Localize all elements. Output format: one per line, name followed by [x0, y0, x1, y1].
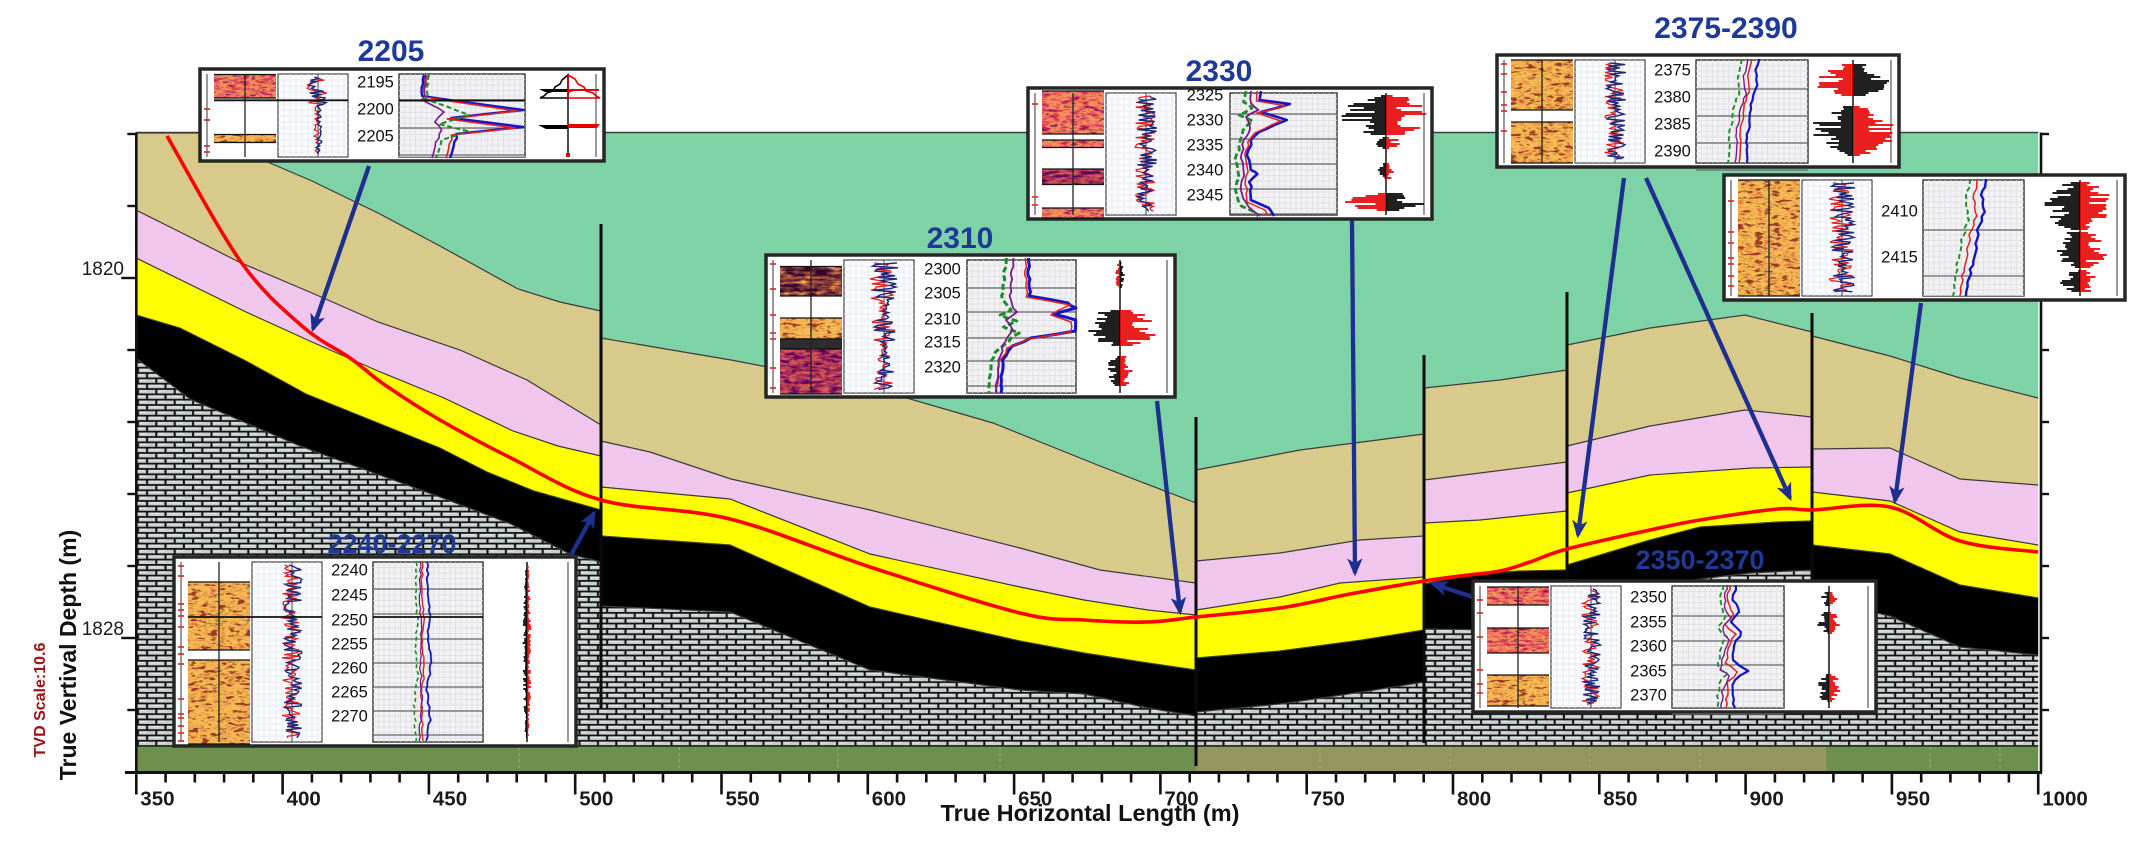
svg-text:1820: 1820 [82, 259, 124, 280]
svg-text:2320: 2320 [924, 359, 961, 377]
svg-text:2270: 2270 [331, 708, 368, 726]
svg-text:1828: 1828 [82, 619, 124, 640]
svg-text:800: 800 [1457, 788, 1491, 811]
svg-text:2250: 2250 [331, 612, 368, 630]
svg-text:2365: 2365 [1630, 663, 1667, 681]
svg-text:2345: 2345 [1187, 187, 1224, 205]
svg-text:550: 550 [726, 788, 760, 811]
svg-text:2195: 2195 [357, 74, 394, 92]
svg-text:2200: 2200 [357, 101, 394, 119]
svg-text:950: 950 [1896, 788, 1930, 811]
svg-text:2390: 2390 [1654, 143, 1691, 161]
svg-text:1000: 1000 [2042, 788, 2088, 811]
svg-text:400: 400 [287, 788, 321, 811]
svg-text:2355: 2355 [1630, 614, 1667, 632]
svg-text:2325: 2325 [1187, 87, 1224, 105]
svg-text:700: 700 [1164, 788, 1198, 811]
svg-text:2375-2390: 2375-2390 [1654, 12, 1797, 45]
svg-text:850: 850 [1603, 788, 1637, 811]
svg-text:2360: 2360 [1630, 638, 1667, 656]
svg-text:2300: 2300 [924, 261, 961, 279]
svg-text:600: 600 [872, 788, 906, 811]
svg-text:2385: 2385 [1654, 116, 1691, 134]
svg-text:900: 900 [1750, 788, 1784, 811]
svg-text:2245: 2245 [331, 587, 368, 605]
svg-text:500: 500 [579, 788, 613, 811]
svg-text:2330: 2330 [1186, 55, 1253, 88]
svg-text:2410: 2410 [1881, 203, 1918, 221]
svg-text:2265: 2265 [331, 684, 368, 702]
svg-text:2240: 2240 [331, 562, 368, 580]
svg-text:2380: 2380 [1654, 89, 1691, 107]
svg-text:450: 450 [433, 788, 467, 811]
svg-text:2260: 2260 [331, 660, 368, 678]
svg-text:2415: 2415 [1881, 249, 1918, 267]
svg-text:650: 650 [1018, 788, 1052, 811]
svg-text:2350-2370: 2350-2370 [1635, 545, 1764, 575]
svg-text:2310: 2310 [924, 311, 961, 329]
svg-text:2305: 2305 [924, 285, 961, 303]
svg-text:2310: 2310 [927, 222, 994, 255]
svg-text:True Horizontal Length (m): True Horizontal Length (m) [941, 800, 1240, 826]
svg-text:2205: 2205 [357, 128, 394, 146]
svg-text:2240-2270: 2240-2270 [327, 529, 456, 559]
svg-text:2350: 2350 [1630, 589, 1667, 607]
svg-text:2370: 2370 [1630, 687, 1667, 705]
svg-text:2255: 2255 [331, 636, 368, 654]
svg-text:750: 750 [1311, 788, 1345, 811]
svg-text:2335: 2335 [1187, 137, 1224, 155]
svg-text:TVD Scale:10.6: TVD Scale:10.6 [32, 643, 49, 758]
svg-text:350: 350 [140, 788, 174, 811]
svg-text:2330: 2330 [1187, 112, 1224, 130]
svg-text:2205: 2205 [358, 35, 425, 68]
svg-text:2315: 2315 [924, 334, 961, 352]
svg-text:True Vertival Depth (m): True Vertival Depth (m) [55, 530, 81, 781]
svg-text:2340: 2340 [1187, 162, 1224, 180]
svg-text:2375: 2375 [1654, 62, 1691, 80]
